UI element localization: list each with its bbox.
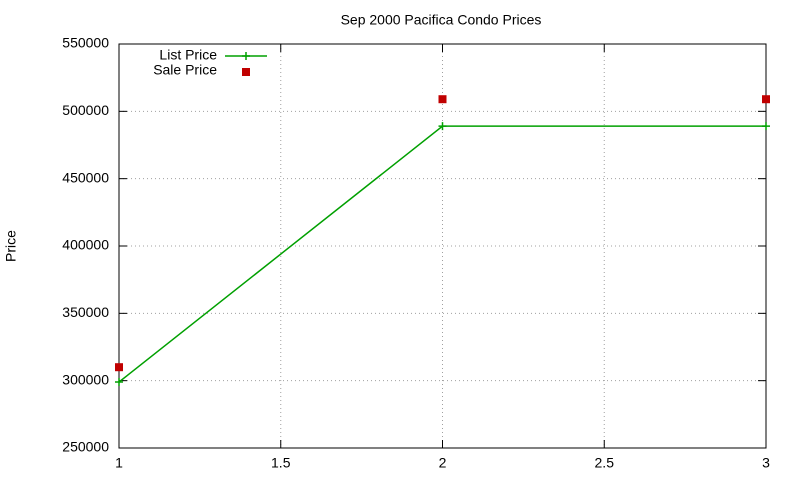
point <box>438 122 447 131</box>
x-tick-label: 3 <box>762 455 770 471</box>
y-tick-label: 500000 <box>62 102 109 118</box>
x-tick-label: 1.5 <box>271 455 291 471</box>
point <box>762 95 770 104</box>
y-axis-label: Price <box>3 230 19 262</box>
x-tick-label: 1 <box>115 455 123 471</box>
y-tick-label: 250000 <box>62 439 109 455</box>
plot-border <box>118 43 767 449</box>
point <box>115 363 123 372</box>
point <box>762 122 770 131</box>
y-tick-label: 450000 <box>62 169 109 185</box>
legend-label: Sale Price <box>153 62 217 78</box>
y-tick-label: 400000 <box>62 237 109 253</box>
point <box>438 95 447 104</box>
y-tick-label: 300000 <box>62 371 109 387</box>
y-tick-label: 350000 <box>62 304 109 320</box>
legend-marker <box>242 68 250 76</box>
chart-title: Sep 2000 Pacifica Condo Prices <box>341 12 542 28</box>
x-tick-label: 2 <box>439 455 447 471</box>
legend-label: List Price <box>159 47 217 63</box>
point <box>115 378 123 387</box>
x-tick-label: 2.5 <box>595 455 615 471</box>
y-tick-label: 550000 <box>62 35 109 51</box>
legend-marker <box>242 52 250 60</box>
